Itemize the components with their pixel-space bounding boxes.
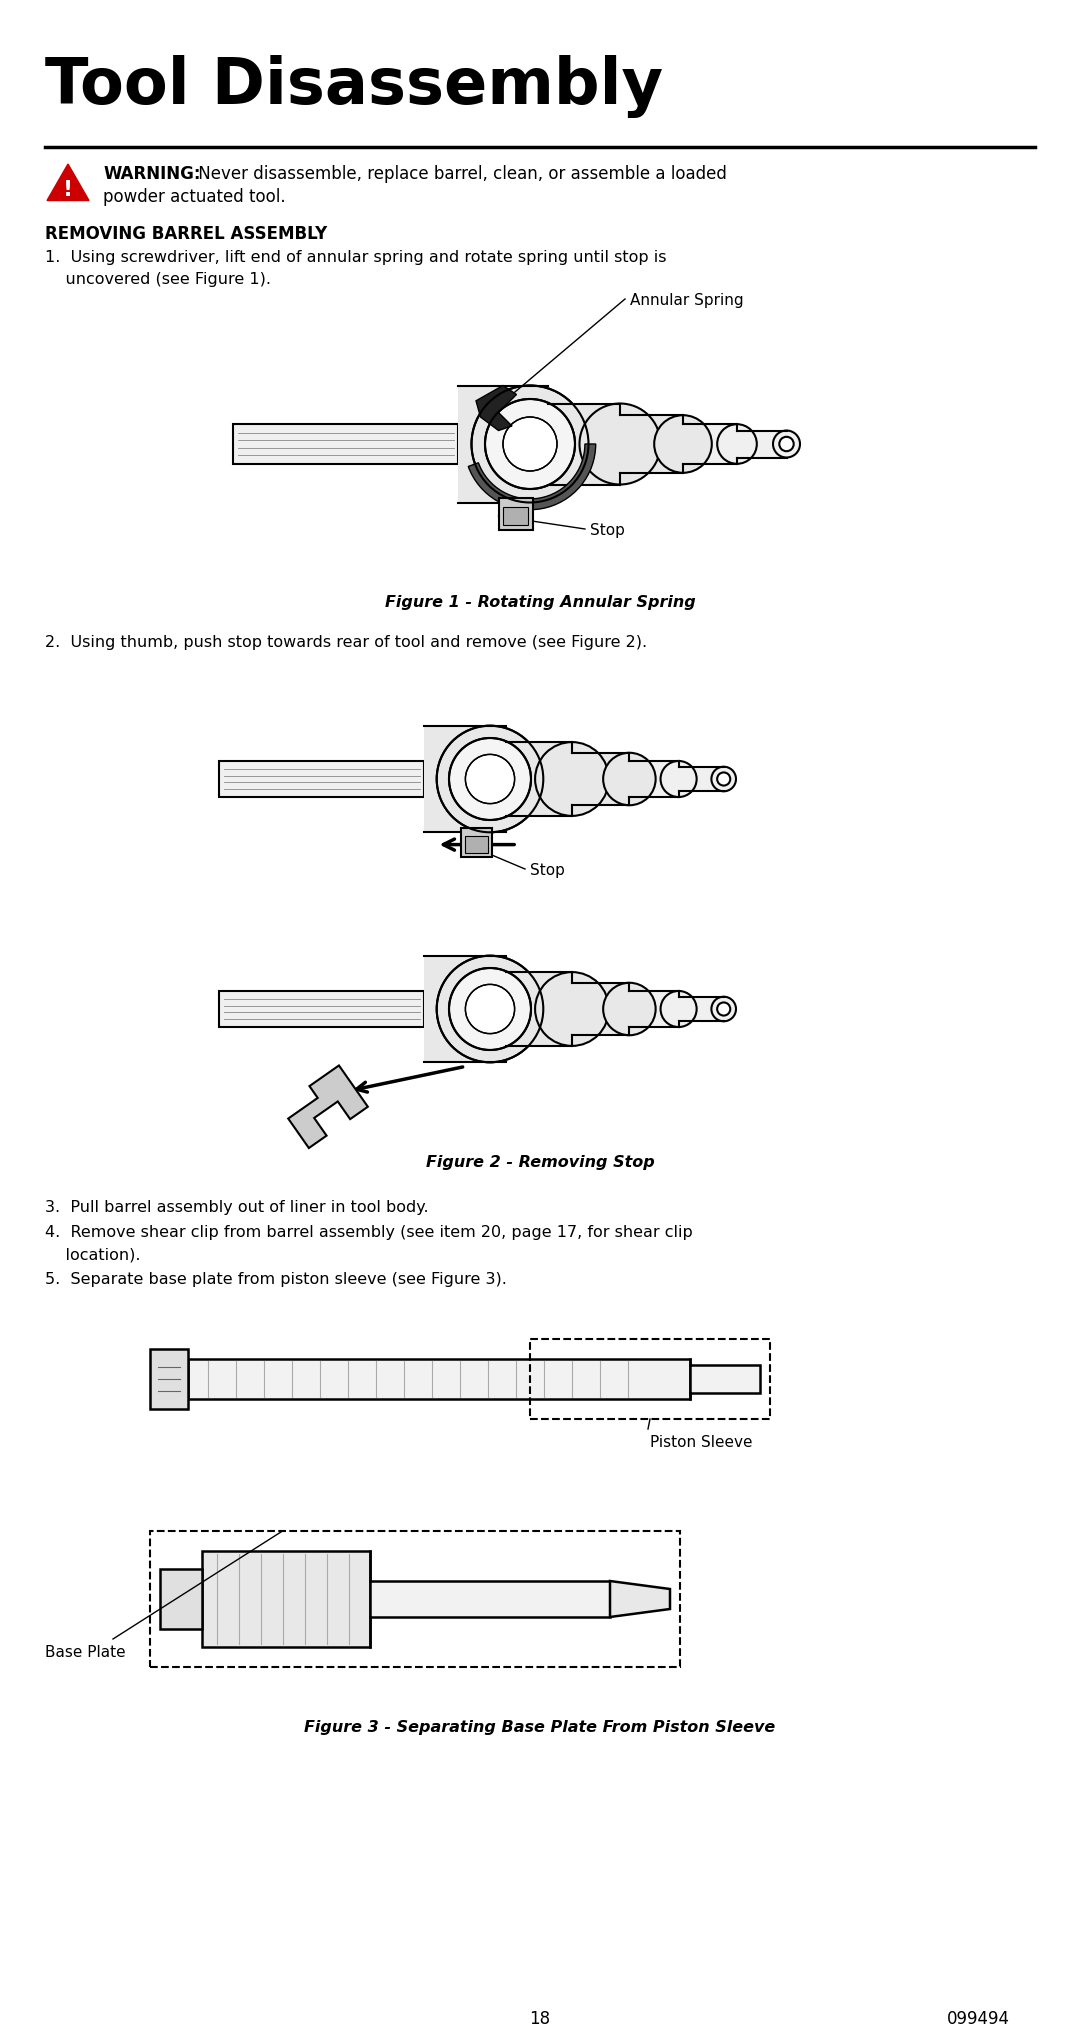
Circle shape <box>580 404 661 485</box>
Circle shape <box>661 763 697 797</box>
Text: Piston Sleeve: Piston Sleeve <box>650 1433 753 1450</box>
Circle shape <box>436 956 543 1062</box>
Text: Stop: Stop <box>530 862 565 877</box>
Bar <box>424 956 507 1062</box>
Bar <box>499 500 532 530</box>
Text: 4.  Remove shear clip from barrel assembly (see item 20, page 17, for shear clip: 4. Remove shear clip from barrel assembl… <box>45 1223 692 1240</box>
Circle shape <box>449 969 531 1050</box>
Bar <box>188 1360 690 1399</box>
Text: Never disassemble, replace barrel, clean, or assemble a loaded: Never disassemble, replace barrel, clean… <box>193 165 727 184</box>
Bar <box>507 973 572 1046</box>
Bar <box>530 1340 770 1419</box>
Bar <box>678 767 724 791</box>
Circle shape <box>465 754 514 803</box>
Circle shape <box>717 773 730 787</box>
Polygon shape <box>288 1066 368 1148</box>
Circle shape <box>780 438 794 453</box>
Bar <box>690 1366 760 1393</box>
Text: 18: 18 <box>529 2008 551 2027</box>
Text: 1.  Using screwdriver, lift end of annular spring and rotate spring until stop i: 1. Using screwdriver, lift end of annula… <box>45 251 666 265</box>
Circle shape <box>717 424 757 465</box>
Bar <box>683 424 737 465</box>
Bar <box>548 404 620 485</box>
Bar <box>737 432 786 459</box>
Text: !: ! <box>63 179 73 200</box>
Bar <box>620 416 683 473</box>
Text: Tool Disassembly: Tool Disassembly <box>45 55 663 118</box>
Circle shape <box>465 985 514 1034</box>
Polygon shape <box>476 385 516 432</box>
Text: location).: location). <box>45 1248 140 1262</box>
Text: uncovered (see Figure 1).: uncovered (see Figure 1). <box>45 271 271 287</box>
Text: 2.  Using thumb, push stop towards rear of tool and remove (see Figure 2).: 2. Using thumb, push stop towards rear o… <box>45 634 647 650</box>
Circle shape <box>603 983 656 1036</box>
Bar <box>219 991 424 1028</box>
Text: WARNING:: WARNING: <box>103 165 201 184</box>
Bar <box>424 726 507 832</box>
Circle shape <box>535 742 609 816</box>
Bar <box>233 424 458 465</box>
Bar <box>219 763 424 797</box>
Bar <box>630 763 678 797</box>
Text: Figure 2 - Removing Stop: Figure 2 - Removing Stop <box>426 1154 654 1170</box>
Text: powder actuated tool.: powder actuated tool. <box>103 188 285 206</box>
Bar <box>503 508 528 526</box>
Bar <box>150 1350 188 1409</box>
Circle shape <box>712 767 735 791</box>
Bar <box>465 836 488 854</box>
Circle shape <box>436 726 543 832</box>
Text: Annular Spring: Annular Spring <box>630 292 744 308</box>
Text: Figure 1 - Rotating Annular Spring: Figure 1 - Rotating Annular Spring <box>384 595 696 610</box>
Circle shape <box>535 973 609 1046</box>
Circle shape <box>603 752 656 805</box>
Bar <box>572 752 630 805</box>
Circle shape <box>485 400 575 489</box>
Text: 099494: 099494 <box>947 2008 1010 2027</box>
Text: Stop: Stop <box>590 522 625 536</box>
Circle shape <box>712 997 735 1022</box>
Bar <box>461 828 492 858</box>
Circle shape <box>472 385 589 504</box>
Polygon shape <box>48 165 89 202</box>
Bar <box>370 1580 610 1617</box>
Bar <box>202 1552 370 1648</box>
Circle shape <box>773 432 800 459</box>
Polygon shape <box>610 1580 670 1617</box>
Bar <box>160 1570 202 1629</box>
Text: 5.  Separate base plate from piston sleeve (see Figure 3).: 5. Separate base plate from piston sleev… <box>45 1272 507 1287</box>
Bar <box>507 742 572 816</box>
Circle shape <box>717 1003 730 1015</box>
Text: REMOVING BARREL ASSEMBLY: REMOVING BARREL ASSEMBLY <box>45 224 327 243</box>
Circle shape <box>654 416 712 473</box>
Circle shape <box>449 738 531 820</box>
Text: Base Plate: Base Plate <box>45 1643 125 1660</box>
Circle shape <box>661 991 697 1028</box>
Wedge shape <box>469 445 596 510</box>
Text: Figure 3 - Separating Base Plate From Piston Sleeve: Figure 3 - Separating Base Plate From Pi… <box>305 1719 775 1733</box>
Bar <box>458 385 548 504</box>
Bar <box>678 997 724 1022</box>
Text: 3.  Pull barrel assembly out of liner in tool body.: 3. Pull barrel assembly out of liner in … <box>45 1199 429 1215</box>
Bar <box>630 991 678 1028</box>
Bar <box>572 983 630 1036</box>
Bar <box>150 1531 680 1668</box>
Circle shape <box>503 418 557 471</box>
